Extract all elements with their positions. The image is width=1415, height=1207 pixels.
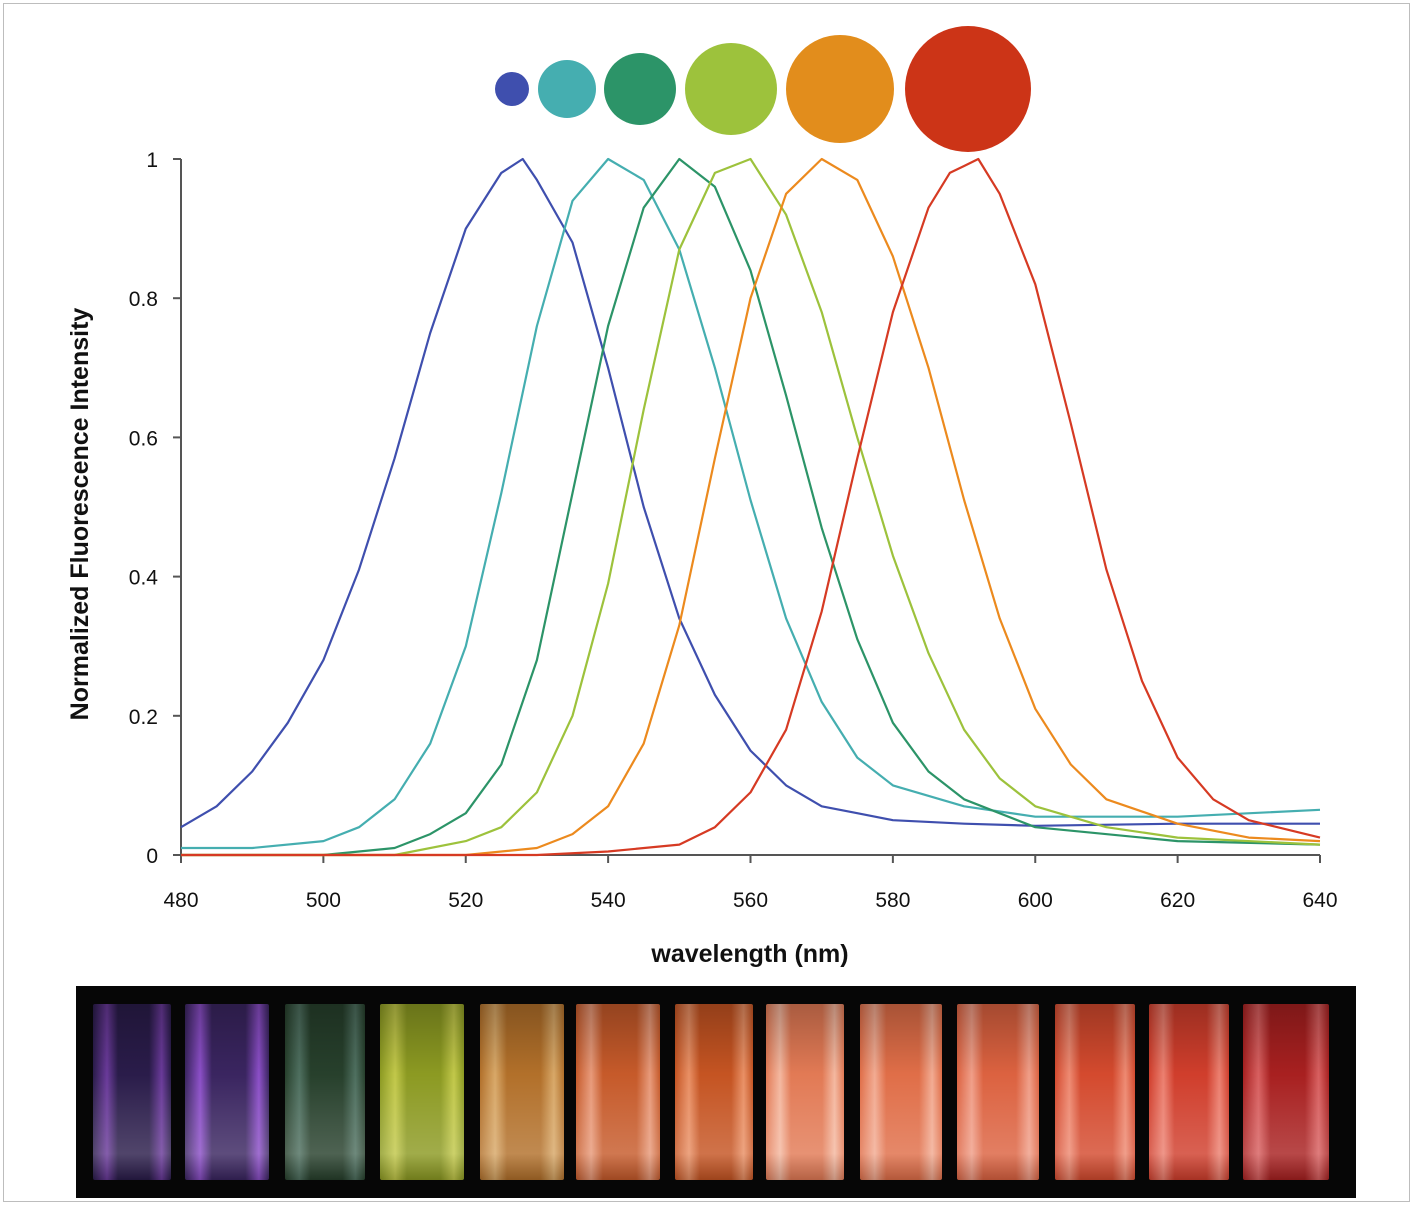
x-tick-label: 520: [448, 889, 483, 912]
vial-12: [1149, 1004, 1229, 1180]
vial-glare: [380, 1004, 464, 1180]
vial-glare: [860, 1004, 942, 1180]
vial-5: [480, 1004, 564, 1180]
y-tick-label: 0: [146, 845, 158, 868]
vial-glare: [1055, 1004, 1135, 1180]
x-tick-label: 640: [1302, 889, 1337, 912]
y-tick-label: 1: [146, 149, 158, 172]
axes: [173, 158, 1321, 863]
y-tick-label: 0.6: [129, 427, 158, 450]
x-tick-label: 600: [1018, 889, 1053, 912]
vial-glare: [93, 1004, 171, 1180]
y-tick-label: 0.4: [129, 567, 159, 590]
vial-8: [766, 1004, 844, 1180]
vial-photo-strip: [76, 986, 1356, 1198]
y-tick-label: 0.8: [129, 288, 158, 311]
series-line-5: [181, 157, 1321, 857]
vial-13: [1243, 1004, 1329, 1180]
series-line-2: [181, 157, 1321, 850]
size-marker-4: [685, 43, 777, 135]
size-marker-6: [905, 26, 1031, 152]
vial-3: [285, 1004, 365, 1180]
x-tick-label: 500: [306, 889, 341, 912]
series-line-4: [181, 157, 1321, 857]
vial-2: [185, 1004, 269, 1180]
vial-glare: [285, 1004, 365, 1180]
vial-glare: [185, 1004, 269, 1180]
y-tick-label: 0.2: [129, 706, 158, 729]
x-axis-title: wavelength (nm): [650, 940, 848, 968]
x-tick-label: 560: [733, 889, 768, 912]
x-tick-label: 540: [591, 889, 626, 912]
size-marker-1: [495, 72, 529, 106]
series-line-3: [181, 157, 1321, 857]
vial-9: [860, 1004, 942, 1180]
vial-glare: [480, 1004, 564, 1180]
vial-glare: [1243, 1004, 1329, 1180]
vial-10: [957, 1004, 1039, 1180]
size-marker-5: [786, 35, 894, 143]
series-line-1: [180, 157, 1320, 829]
vial-glare: [675, 1004, 753, 1180]
vial-4: [380, 1004, 464, 1180]
vial-11: [1055, 1004, 1135, 1180]
vial-glare: [957, 1004, 1039, 1180]
size-markers: [495, 26, 1031, 152]
series-lines: [180, 157, 1321, 857]
vial-6: [576, 1004, 660, 1180]
x-tick-label: 580: [875, 889, 910, 912]
y-axis-title: Normalized Fluorescence Intensity: [66, 308, 94, 721]
x-tick-label: 480: [163, 889, 198, 912]
series-line-6: [181, 157, 1321, 857]
vial-1: [93, 1004, 171, 1180]
vial-glare: [576, 1004, 660, 1180]
tick-labels: 480 500 520 540 560 580 600 620 640 0 0.2 0.4 0.6 0.8…: [129, 149, 1338, 912]
vial-glare: [1149, 1004, 1229, 1180]
x-tick-label: 620: [1160, 889, 1195, 912]
vial-7: [675, 1004, 753, 1180]
size-marker-3: [604, 53, 676, 125]
size-marker-2: [538, 60, 596, 118]
vial-glare: [766, 1004, 844, 1180]
